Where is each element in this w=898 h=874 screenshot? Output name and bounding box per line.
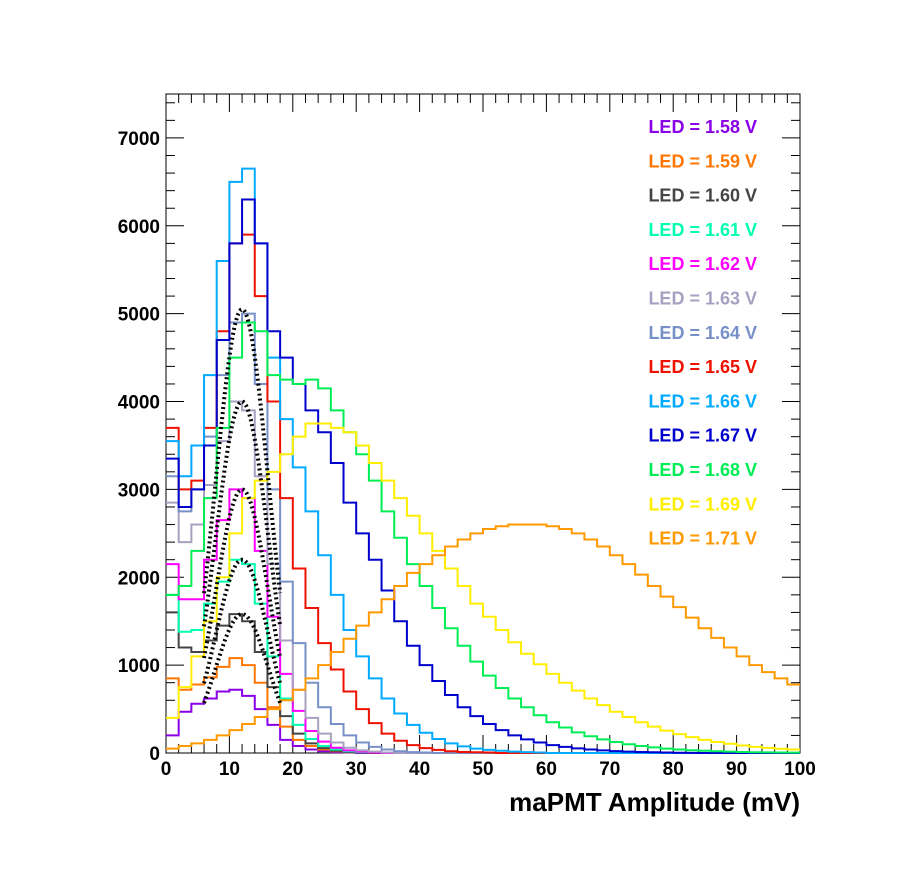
- x-tick-label: 80: [663, 759, 684, 780]
- legend-entry: LED = 1.71 V: [648, 529, 757, 549]
- x-tick-label: 100: [784, 759, 816, 780]
- x-tick-label: 30: [346, 759, 367, 780]
- y-tick-label: 2000: [118, 568, 160, 589]
- legend-entry: LED = 1.58 V: [648, 117, 757, 137]
- legend-entry: LED = 1.66 V: [648, 391, 757, 411]
- y-tick-label: 4000: [118, 393, 160, 414]
- legend-entry: LED = 1.67 V: [648, 426, 757, 446]
- y-tick-label: 5000: [118, 305, 160, 326]
- fit-curve-163: [202, 399, 283, 627]
- legend-entry: LED = 1.63 V: [648, 289, 757, 309]
- legend-entry: LED = 1.64 V: [648, 323, 757, 343]
- series-169-histogram: [166, 422, 800, 751]
- x-tick-label: 50: [472, 759, 493, 780]
- x-tick-label: 20: [282, 759, 303, 780]
- series-171-histogram: [166, 523, 800, 750]
- legend-entry: LED = 1.60 V: [648, 186, 757, 206]
- x-tick-label: 60: [536, 759, 557, 780]
- y-tick-label: 3000: [118, 480, 160, 501]
- x-tick-label: 0: [161, 759, 172, 780]
- series-168-histogram: [166, 321, 800, 754]
- legend-entry: LED = 1.65 V: [648, 357, 757, 377]
- y-tick-label: 6000: [118, 217, 160, 238]
- legend-entry: LED = 1.69 V: [648, 494, 757, 514]
- x-tick-label: 70: [599, 759, 620, 780]
- x-tick-label: 90: [726, 759, 747, 780]
- series-167-histogram: [166, 198, 800, 754]
- fit-curve-162: [202, 487, 283, 659]
- y-tick-label: 1000: [118, 656, 160, 677]
- legend-entry: LED = 1.62 V: [648, 254, 757, 274]
- fit-curve-160: [202, 612, 282, 704]
- y-tick-label: 0: [149, 744, 160, 765]
- series-layer: [166, 167, 800, 754]
- series-163-histogram: [166, 400, 800, 754]
- x-tick-label: 10: [219, 759, 240, 780]
- tick-labels: 0 10 20 30 40 50 60 70 80 90 100010002000300040005…: [118, 129, 816, 780]
- fit-curve-161: [202, 557, 283, 684]
- series-166-histogram: [166, 167, 800, 754]
- x-tick-label: 40: [409, 759, 430, 780]
- legend-entry: LED = 1.68 V: [648, 460, 757, 480]
- fit-curves-layer: [202, 307, 283, 704]
- y-tick-label: 7000: [118, 129, 160, 150]
- x-axis-title: maPMT Amplitude (mV): [509, 787, 800, 817]
- legend: LED = 1.58 V LED = 1.59 V LED = 1.60 V LED …: [648, 117, 757, 549]
- legend-entry: LED = 1.61 V: [648, 220, 757, 240]
- legend-entry: LED = 1.59 V: [648, 151, 757, 171]
